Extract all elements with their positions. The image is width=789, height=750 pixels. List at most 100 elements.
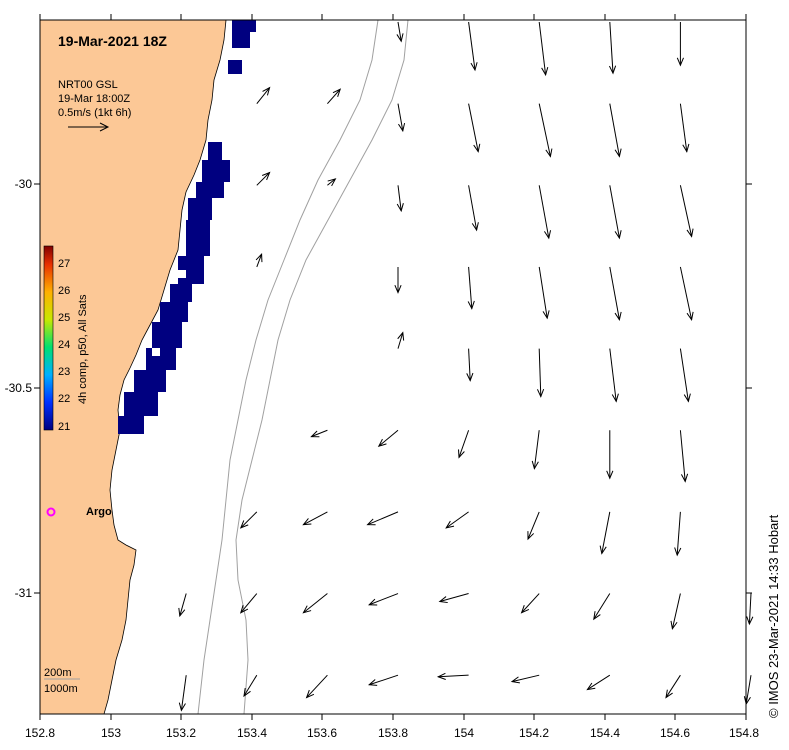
x-tick-label: 153.4: [237, 726, 267, 740]
current-vector-arrow: [468, 103, 481, 153]
scale-arrow: [68, 122, 110, 132]
current-vector-arrow: [436, 672, 469, 680]
current-vector-shaft: [311, 429, 328, 438]
current-vector-shaft: [445, 511, 469, 529]
current-vector-shaft: [397, 103, 404, 131]
current-vector-shaft: [609, 185, 620, 239]
current-vector-shaft: [511, 674, 540, 683]
current-vector-head: [394, 284, 402, 294]
current-vector-head: [510, 676, 520, 684]
current-vector-shaft: [527, 511, 540, 540]
current-vector-head: [686, 228, 694, 238]
current-vector-shaft: [587, 674, 611, 690]
current-vector-arrow: [468, 185, 479, 232]
current-vector-head: [543, 230, 552, 240]
current-vectors: [178, 21, 754, 712]
current-vector-arrow: [468, 21, 478, 72]
current-vector-arrow: [458, 430, 470, 459]
current-vector-arrow: [674, 511, 682, 557]
current-vector-head: [239, 520, 249, 529]
current-vector-shaft: [679, 266, 693, 320]
current-vector-head: [608, 65, 617, 75]
current-vector-head: [614, 230, 622, 240]
current-vector-head: [239, 604, 249, 614]
x-tick-label: 154: [454, 726, 474, 740]
axis-ticks: [34, 14, 752, 720]
current-vector-shaft: [180, 675, 187, 711]
current-vector-head: [178, 607, 186, 618]
current-vector-head: [614, 148, 622, 158]
current-vector-arrow: [531, 430, 540, 470]
current-vector-head: [520, 605, 530, 614]
current-vector-arrow: [679, 348, 691, 403]
current-vector-shaft: [397, 21, 402, 42]
current-vector-arrow: [302, 511, 328, 526]
current-vector-head: [467, 300, 475, 310]
colorbar-tick-label: 21: [58, 421, 70, 433]
argo-float-marker[interactable]: [46, 507, 56, 517]
current-vector-arrow: [397, 331, 405, 349]
current-vector-arrow: [243, 674, 258, 698]
y-tick-label: -30.5: [5, 381, 33, 395]
current-vector-shaft: [306, 674, 328, 698]
current-vector-arrow: [178, 675, 187, 712]
current-vector-arrow: [599, 511, 611, 555]
current-vector-head: [397, 331, 405, 341]
current-vector-shaft: [458, 430, 470, 458]
current-vector-arrow: [239, 593, 258, 614]
current-vector-head: [396, 33, 404, 43]
current-vector-arrow: [527, 511, 540, 541]
current-vector-head: [676, 57, 684, 67]
current-vector-arrow: [520, 593, 540, 614]
current-vector-arrow: [178, 593, 187, 618]
current-vector-shaft: [303, 511, 328, 526]
current-vector-head: [178, 702, 186, 712]
current-vector-head: [527, 531, 535, 541]
sst-pixels: [118, 20, 256, 434]
current-vector-arrow: [606, 430, 614, 480]
current-vector-shaft: [367, 511, 399, 526]
current-vector-arrow: [467, 266, 475, 310]
x-tick-label: 153: [101, 726, 121, 740]
current-vector-arrow: [367, 674, 399, 686]
current-vector-arrow: [394, 266, 402, 294]
current-vector-shaft: [538, 21, 547, 75]
current-vector-arrow: [608, 21, 617, 75]
current-vector-shaft: [679, 185, 693, 237]
current-vector-head: [398, 122, 406, 133]
current-vector-head: [327, 178, 337, 187]
current-vector-head: [682, 143, 690, 153]
current-vector-head: [255, 252, 263, 263]
credit-label: © IMOS 23-Mar-2021 14:33 Hobart: [766, 514, 781, 718]
current-vector-shaft: [397, 332, 404, 349]
current-vector-arrow: [397, 103, 406, 133]
current-vector-head: [536, 388, 545, 398]
current-vector-head: [586, 682, 596, 691]
current-vector-head: [438, 596, 448, 604]
current-vector-head: [611, 393, 619, 403]
current-vector-head: [541, 66, 549, 77]
current-vector-head: [614, 311, 622, 322]
current-vector-head: [665, 689, 673, 699]
current-vector-arrow: [679, 185, 694, 238]
current-vector-arrow: [256, 86, 271, 104]
current-vector-shaft: [397, 185, 402, 211]
x-tick-label: 154.6: [660, 726, 690, 740]
y-tick-label: -31: [15, 586, 33, 600]
current-vector-shaft: [327, 88, 341, 104]
current-vector-arrow: [396, 21, 404, 43]
current-vector-shaft: [665, 674, 681, 698]
current-vector-shaft: [240, 593, 258, 614]
current-vector-arrow: [679, 103, 690, 153]
colorbar-tick-label: 23: [58, 366, 70, 378]
current-vector-head: [670, 620, 678, 630]
current-vector-arrow: [538, 266, 550, 320]
current-vector-shaft: [243, 674, 258, 697]
current-vector-head: [367, 679, 378, 686]
current-vector-shaft: [378, 429, 399, 447]
contour-1000m: [235, 19, 409, 715]
current-vector-head: [545, 148, 553, 158]
x-tick-label: 153.6: [307, 726, 337, 740]
depth-label-200m: 200m: [44, 667, 72, 679]
current-vector-head: [302, 605, 312, 614]
